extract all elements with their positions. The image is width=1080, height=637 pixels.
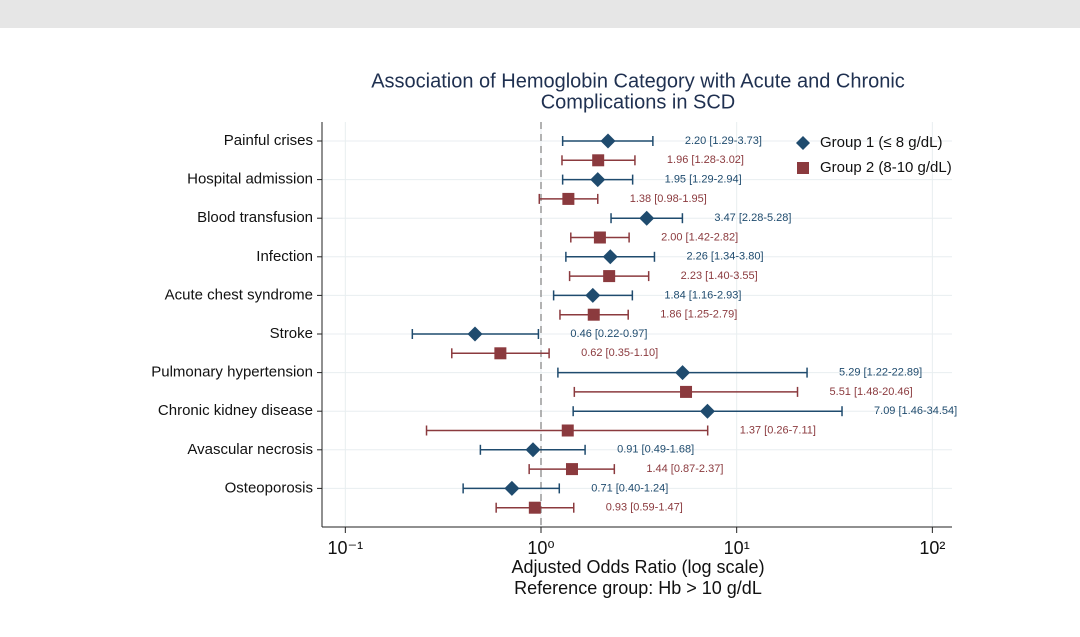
point [600, 133, 616, 149]
y-tick-label: Pulmonary hypertension [151, 364, 313, 381]
x-tick-label: 10⁰ [527, 538, 554, 558]
x-tick-label: 10⁻¹ [328, 538, 364, 558]
legend-label: Group 1 (≤ 8 g/dL) [820, 134, 942, 151]
subtitle: Reference group: Hb > 10 g/dL [514, 578, 762, 598]
value-label: 0.62 [0.35-1.10] [581, 347, 658, 359]
value-label: 0.93 [0.59-1.47] [606, 502, 683, 514]
point [565, 463, 578, 476]
x-tick-label: 10¹ [724, 538, 750, 558]
y-tick-label: Painful crises [224, 132, 313, 149]
point [602, 249, 618, 265]
point [675, 365, 691, 381]
value-label: 5.29 [1.22-22.89] [839, 367, 922, 379]
value-label: 1.84 [1.16-2.93] [664, 289, 741, 301]
value-label: 0.46 [0.22-0.97] [570, 328, 647, 340]
value-label: 1.37 [0.26-7.11] [740, 424, 816, 436]
value-label: 1.44 [0.87-2.37] [646, 463, 723, 475]
value-label: 1.96 [1.28-3.02] [667, 154, 744, 166]
x-tick-label: 10² [919, 538, 945, 558]
y-tick-label: Avascular necrosis [187, 441, 313, 458]
point [504, 480, 520, 496]
value-label: 2.20 [1.29-3.73] [685, 135, 762, 147]
y-tick-label: Chronic kidney disease [158, 402, 313, 419]
y-tick-label: Stroke [270, 325, 313, 342]
value-label: 5.51 [1.48-20.46] [830, 386, 913, 398]
point [494, 347, 507, 360]
point [467, 326, 483, 342]
point [592, 154, 605, 167]
point [680, 385, 693, 398]
top-bar [0, 0, 1080, 28]
value-label: 0.71 [0.40-1.24] [591, 482, 668, 494]
legend-marker [797, 162, 809, 174]
point [561, 424, 574, 437]
point [587, 308, 600, 321]
value-label: 1.86 [1.25-2.79] [660, 309, 737, 321]
value-label: 2.00 [1.42-2.82] [661, 231, 738, 243]
y-tick-label: Infection [256, 248, 313, 265]
y-tick-label: Blood transfusion [197, 209, 313, 226]
chart-title: Association of Hemoglobin Category with … [371, 70, 905, 92]
legend-label: Group 2 (8-10 g/dL) [820, 159, 952, 176]
value-label: 0.91 [0.49-1.68] [617, 444, 694, 456]
x-axis-label: Adjusted Odds Ratio (log scale) [511, 557, 764, 577]
value-label: 1.38 [0.98-1.95] [630, 193, 707, 205]
chart-title: Complications in SCD [541, 91, 736, 113]
value-label: 7.09 [1.46-34.54] [874, 405, 957, 417]
point [699, 403, 715, 419]
point [562, 192, 575, 205]
y-tick-label: Acute chest syndrome [165, 286, 313, 303]
value-label: 1.95 [1.29-2.94] [665, 174, 742, 186]
point [590, 172, 606, 188]
point [525, 442, 541, 458]
point [528, 501, 541, 514]
point [639, 210, 655, 226]
value-label: 2.26 [1.34-3.80] [686, 251, 763, 263]
value-label: 3.47 [2.28-5.28] [714, 212, 791, 224]
y-tick-label: Osteoporosis [225, 479, 313, 496]
point [603, 270, 616, 283]
legend-marker [796, 136, 810, 150]
value-label: 2.23 [1.40-3.55] [681, 270, 758, 282]
point [593, 231, 606, 244]
point [585, 287, 601, 303]
y-tick-label: Hospital admission [187, 171, 313, 188]
